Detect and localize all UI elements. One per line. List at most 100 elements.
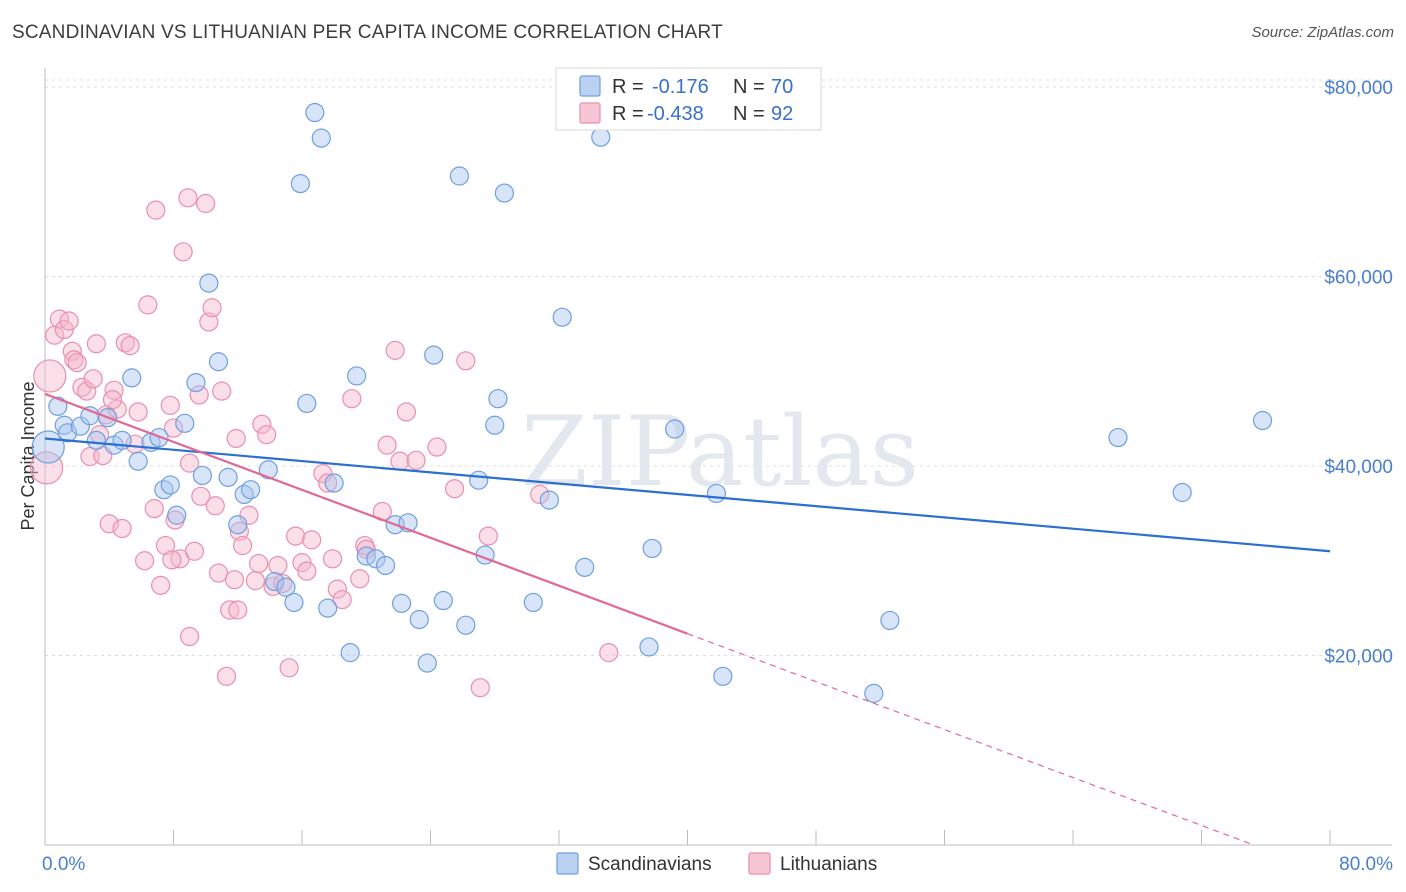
lithuanians-point: [184, 541, 204, 561]
lithuanians-point: [444, 479, 465, 499]
series-legend-swatch-scandinavians: [556, 852, 579, 875]
scandinavians-point: [167, 505, 187, 525]
lithuanians-point: [342, 389, 362, 409]
scandinavians-point: [218, 467, 238, 487]
lithuanians-point: [64, 350, 84, 370]
scandinavians-point: [523, 592, 543, 613]
scandinavians-point: [1252, 410, 1273, 431]
y-tick-label: $80,000: [1324, 78, 1393, 99]
lithuanians-point: [599, 643, 619, 663]
lithuanians-point: [196, 193, 216, 214]
y-tick-label: $60,000: [1324, 267, 1393, 288]
legend-r-value-1: -0.438: [647, 103, 704, 125]
scandinavians-point: [228, 515, 248, 535]
lithuanians-point: [279, 658, 299, 678]
lithuanians-point: [273, 573, 293, 594]
lithuanians-trend-line: [44, 392, 688, 635]
scandinavians-point: [318, 598, 338, 618]
scandinavians-point: [456, 615, 476, 635]
lithuanians-point: [144, 499, 164, 519]
series-legend: Scandinavians Lithuanians: [556, 852, 877, 875]
lithuanians-point: [530, 484, 550, 505]
lithuanians-point: [59, 311, 79, 331]
scandinavians-point: [880, 610, 900, 631]
lithuanians-point: [77, 381, 97, 401]
lithuanians-point: [245, 571, 266, 591]
scandinavians-point: [241, 480, 261, 500]
lithuanians-point: [427, 437, 447, 457]
scandinavians-point: [539, 490, 559, 510]
scandinavians-trend-line: [44, 437, 1331, 553]
lithuanians-point: [162, 550, 182, 570]
y-tick-labels: $20,000 $40,000 $60,000 $80,000: [1324, 78, 1393, 668]
chart-source: Source: ZipAtlas.com: [1251, 24, 1394, 41]
lithuanians-point: [390, 451, 410, 471]
axes: [44, 68, 1392, 846]
lithuanians-point: [155, 535, 176, 556]
scandinavians-point: [409, 609, 429, 630]
scandinavians-point: [128, 451, 148, 471]
lithuanians-point: [179, 626, 200, 647]
lithuanians-point: [396, 402, 417, 422]
lithuanians-point: [268, 555, 288, 576]
scandinavians-point: [305, 102, 325, 123]
lithuanians-point: [120, 336, 140, 356]
scandinavians-point: [1172, 482, 1192, 503]
scandinavians-point: [424, 345, 444, 365]
x-tick-label-max: 80.0%: [1339, 854, 1393, 875]
scandinavians-point: [347, 366, 367, 386]
lithuanians-point: [189, 385, 209, 405]
legend-swatch-scandinavians: [579, 75, 601, 97]
chart-title: SCANDINAVIAN VS LITHUANIAN PER CAPITA IN…: [12, 22, 723, 43]
lithuanians-point: [226, 428, 246, 449]
lithuanians-point: [205, 496, 225, 516]
lithuanians-point: [86, 334, 107, 354]
legend-n-label-0: N =: [733, 76, 765, 98]
lithuanians-point: [350, 569, 370, 589]
legend-n-value-1: 92: [771, 103, 793, 125]
lithuanians-point: [212, 381, 232, 401]
scandinavians-point: [340, 643, 360, 663]
lithuanians-point: [285, 526, 306, 546]
lithuanians-point: [385, 340, 405, 360]
series-legend-swatch-lithuanians: [748, 852, 771, 875]
scandinavians-point: [258, 460, 278, 480]
scandinavians-point: [706, 483, 727, 504]
lithuanians-point: [232, 535, 253, 556]
lithuanians-point: [67, 353, 87, 373]
scandinavians-point: [290, 174, 310, 194]
lithuanians-point: [33, 359, 67, 393]
y-tick-label: $40,000: [1324, 457, 1393, 478]
scandinavians-point: [552, 307, 572, 327]
lithuanians-point: [102, 390, 123, 410]
lithuanians-point: [297, 561, 317, 581]
scandinavians-point: [713, 666, 733, 686]
lithuanians-point: [478, 526, 498, 546]
scandinavians-point: [642, 538, 662, 559]
lithuanians-point: [49, 309, 70, 329]
lithuanians-point: [216, 666, 237, 686]
lithuanians-point: [104, 380, 124, 400]
scandinavians-point: [391, 593, 412, 613]
scandinavians-point: [1108, 427, 1128, 448]
lithuanians-point: [470, 678, 490, 698]
lithuanians-point: [456, 351, 476, 371]
series-legend-label-scandinavians: Scandinavians: [588, 854, 712, 875]
lithuanians-point: [134, 551, 155, 571]
scandinavians-point: [265, 571, 285, 592]
lithuanians-point: [179, 453, 200, 473]
legend-r-label-1: R =: [612, 103, 644, 125]
scandinavians-point: [86, 430, 107, 450]
scandinavians-points: [31, 102, 1273, 703]
lithuanians-point: [239, 505, 259, 525]
x-tick-label-min: 0.0%: [42, 854, 85, 875]
legend-r-value-0: -0.176: [652, 76, 709, 98]
scandinavians-point: [485, 415, 505, 435]
x-tick-labels: 0.0% 80.0%: [42, 854, 1393, 875]
lithuanians-point: [322, 549, 343, 569]
series-legend-label-lithuanians: Lithuanians: [780, 854, 877, 875]
lithuanians-point: [229, 521, 249, 541]
scandinavians-point: [375, 555, 396, 576]
scandinavians-point: [591, 127, 611, 147]
